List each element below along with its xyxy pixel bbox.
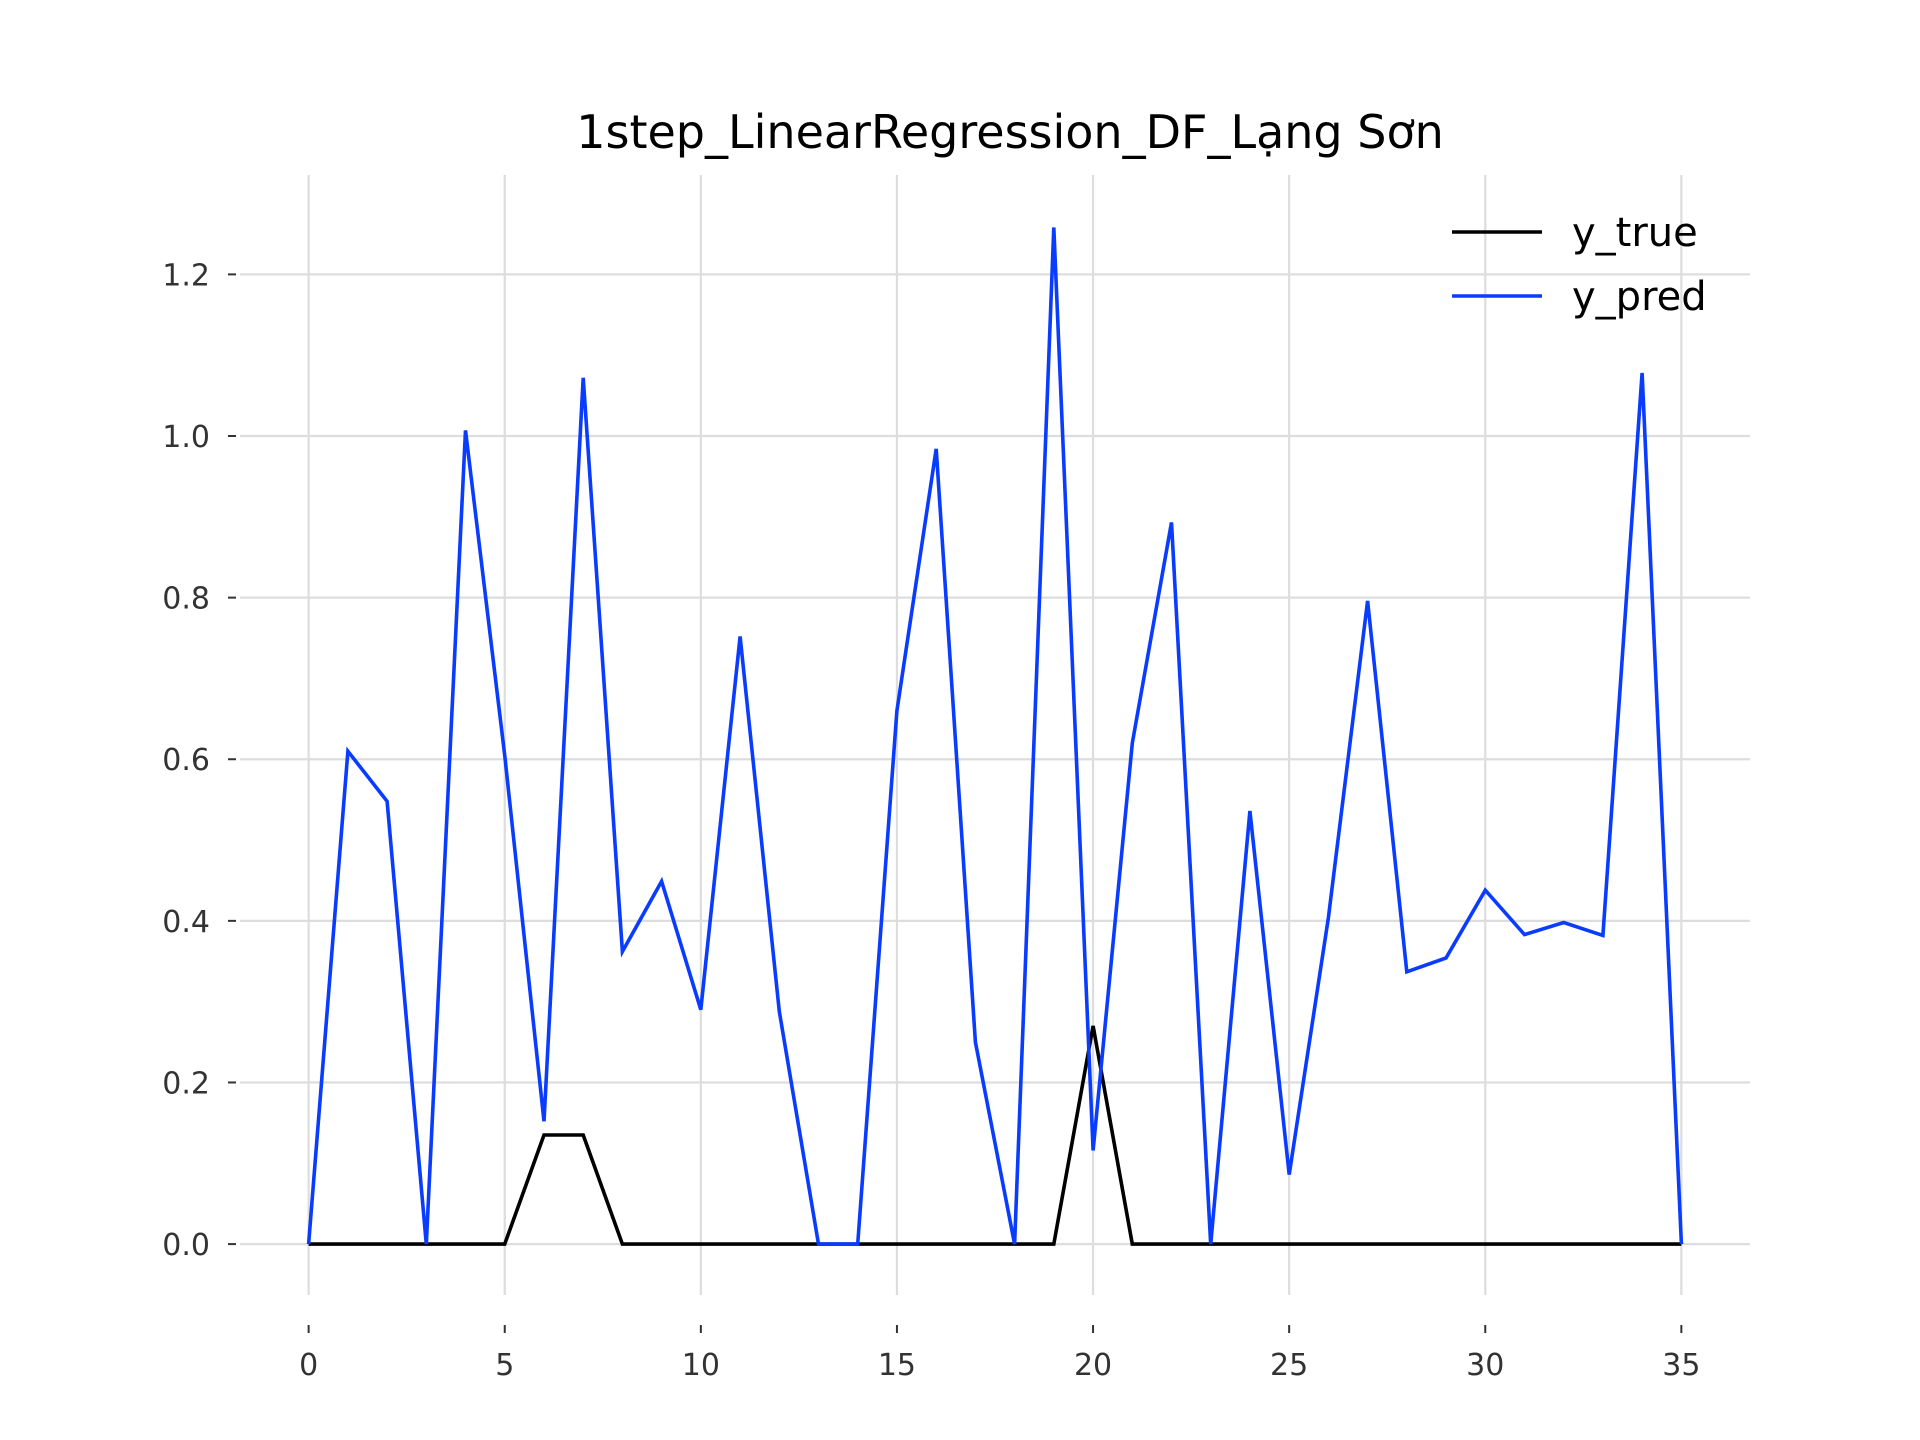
y-tick-label: 0.8 <box>162 582 210 617</box>
x-tick-label: 10 <box>682 1348 720 1383</box>
axis-ticks: 0 5 10 15 20 25 30 35 0.0 0.2 0.4 0.6 0.8 1.0 1.2 <box>162 258 1700 1383</box>
y-tick-label: 0.6 <box>162 743 210 778</box>
y-tick-label: 0.2 <box>162 1066 210 1101</box>
series-line-y_pred <box>306 227 1684 1246</box>
y-tick-label: 0.0 <box>162 1228 210 1263</box>
x-tick-label: 5 <box>495 1348 514 1383</box>
x-tick-label: 0 <box>299 1348 318 1383</box>
legend: y_true y_pred <box>1452 210 1707 320</box>
legend-label-y_true: y_true <box>1572 210 1698 256</box>
y-tick-label: 1.2 <box>162 258 210 293</box>
series-line-y_true <box>308 1025 1682 1246</box>
x-tick-label: 15 <box>878 1348 916 1383</box>
x-tick-label: 35 <box>1662 1348 1700 1383</box>
legend-label-y_pred: y_pred <box>1572 274 1707 320</box>
chart-title: 1step_LinearRegression_DF_Lạng Sơn <box>576 105 1444 159</box>
x-tick-label: 30 <box>1466 1348 1504 1383</box>
y-tick-label: 0.4 <box>162 905 210 940</box>
grid <box>240 175 1750 1295</box>
y-tick-label: 1.0 <box>162 420 210 455</box>
x-tick-label: 25 <box>1270 1348 1308 1383</box>
series-lines <box>306 227 1684 1246</box>
x-tick-label: 20 <box>1074 1348 1112 1383</box>
